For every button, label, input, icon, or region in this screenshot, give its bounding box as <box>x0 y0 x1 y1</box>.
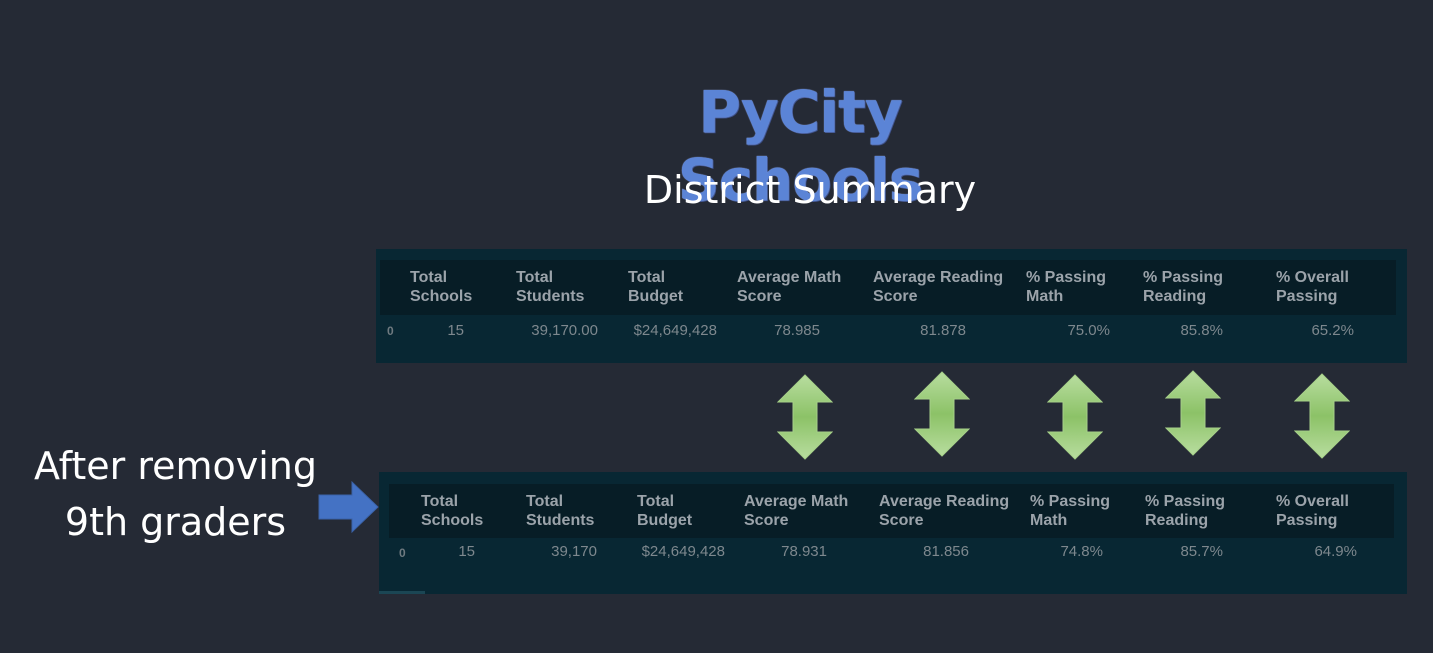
cell-average-math: 78.931 <box>781 543 827 560</box>
col-header-passing-math: % Passing Math <box>1026 269 1107 305</box>
cell-passing-reading: 85.7% <box>1180 543 1223 560</box>
cell-total-schools: 15 <box>447 322 464 339</box>
col-header-average-reading: Average Reading Score <box>873 269 1004 305</box>
cell-average-reading: 81.856 <box>923 543 969 560</box>
cell-passing-reading: 85.8% <box>1180 322 1223 339</box>
table-footer-line <box>379 591 425 594</box>
page-title: PyCity Schools <box>677 78 924 214</box>
double-vertical-arrow-icon <box>914 371 970 457</box>
double-vertical-arrow-icon <box>1294 373 1350 459</box>
col-header-overall-passing: % Overall Passing <box>1276 493 1349 529</box>
cell-average-reading: 81.878 <box>920 322 966 339</box>
col-header-passing-math: % Passing Math <box>1030 493 1111 529</box>
double-vertical-arrow-icon <box>1047 374 1103 460</box>
cell-total-budget: $24,649,428 <box>641 543 725 560</box>
table-header: Total Schools Total Students Total Budge… <box>389 484 1394 538</box>
cell-total-schools: 15 <box>458 543 475 560</box>
cell-total-budget: $24,649,428 <box>633 322 717 339</box>
col-header-total-students: Total Students <box>516 269 585 305</box>
cell-passing-math: 75.0% <box>1067 322 1110 339</box>
cell-average-math: 78.985 <box>774 322 820 339</box>
col-header-total-schools: Total Schools <box>421 493 484 529</box>
col-header-passing-reading: % Passing Reading <box>1145 493 1226 529</box>
col-header-average-math: Average Math Score <box>737 269 842 305</box>
district-summary-table-before: Total Schools Total Students Total Budge… <box>376 249 1407 363</box>
right-arrow-icon <box>318 480 379 534</box>
cell-passing-math: 74.8% <box>1060 543 1103 560</box>
col-header-average-reading: Average Reading Score <box>879 493 1010 529</box>
cell-overall-passing: 65.2% <box>1311 322 1354 339</box>
col-header-passing-reading: % Passing Reading <box>1143 269 1224 305</box>
col-header-average-math: Average Math Score <box>744 493 849 529</box>
row-index: 0 <box>399 546 406 560</box>
table-header: Total Schools Total Students Total Budge… <box>380 260 1396 315</box>
double-vertical-arrow-icon <box>777 374 833 460</box>
cell-overall-passing: 64.9% <box>1314 543 1357 560</box>
col-header-total-students: Total Students <box>526 493 595 529</box>
col-header-total-budget: Total Budget <box>628 269 684 305</box>
double-vertical-arrow-icon <box>1165 370 1221 456</box>
district-summary-table-after: Total Schools Total Students Total Budge… <box>379 472 1407 594</box>
page-subtitle: District Summary <box>643 168 977 212</box>
col-header-overall-passing: % Overall Passing <box>1276 269 1349 305</box>
row-index: 0 <box>387 324 394 338</box>
cell-total-students: 39,170.00 <box>531 322 598 339</box>
col-header-total-budget: Total Budget <box>637 493 693 529</box>
cell-total-students: 39,170 <box>551 543 597 560</box>
side-label: After removing 9th graders <box>33 444 317 544</box>
col-header-total-schools: Total Schools <box>410 269 473 305</box>
